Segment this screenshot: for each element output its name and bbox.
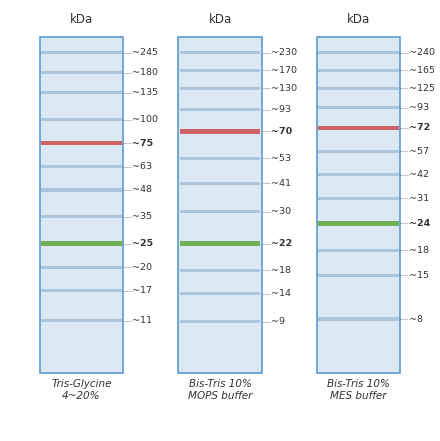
Text: ~165: ~165 <box>409 66 435 75</box>
Text: ~130: ~130 <box>271 84 297 93</box>
Bar <box>180 269 260 272</box>
Text: ~18: ~18 <box>409 246 429 255</box>
Bar <box>180 108 260 111</box>
Text: ~93: ~93 <box>409 103 429 112</box>
Text: ~8: ~8 <box>409 314 423 324</box>
Bar <box>180 69 260 72</box>
Text: ~93: ~93 <box>271 105 291 114</box>
Bar <box>180 320 260 323</box>
Bar <box>317 37 400 373</box>
Text: ~48: ~48 <box>132 186 152 194</box>
Text: ~53: ~53 <box>271 153 291 163</box>
Bar <box>41 319 122 322</box>
Text: ~57: ~57 <box>409 147 429 156</box>
Text: Bis-Tris 10%
MES buffer: Bis-Tris 10% MES buffer <box>327 379 390 401</box>
Text: ~22: ~22 <box>271 239 292 248</box>
Text: ~15: ~15 <box>409 271 429 280</box>
Text: ~63: ~63 <box>132 162 152 171</box>
Text: Bis-Tris 10%
MOPS buffer: Bis-Tris 10% MOPS buffer <box>188 379 252 401</box>
Bar <box>318 51 399 54</box>
Text: ~230: ~230 <box>271 48 297 57</box>
Bar <box>41 91 122 94</box>
Bar <box>178 37 262 373</box>
Text: ~75: ~75 <box>132 138 153 148</box>
Text: kDa: kDa <box>209 14 231 26</box>
Bar <box>318 197 399 200</box>
Bar <box>318 87 399 90</box>
Bar <box>318 150 399 153</box>
Bar <box>318 69 399 72</box>
Bar <box>41 215 122 218</box>
Bar <box>180 87 260 90</box>
Text: ~9: ~9 <box>271 317 285 326</box>
Bar <box>180 129 260 134</box>
Bar <box>318 126 399 131</box>
Bar <box>318 173 399 176</box>
Text: ~20: ~20 <box>132 262 152 272</box>
Text: ~100: ~100 <box>132 115 158 124</box>
Text: ~31: ~31 <box>409 194 429 203</box>
Bar <box>180 292 260 295</box>
Bar <box>41 51 122 54</box>
Bar <box>41 188 122 191</box>
Bar <box>180 157 260 160</box>
Text: ~35: ~35 <box>132 212 152 221</box>
Text: ~42: ~42 <box>409 170 429 179</box>
Text: ~125: ~125 <box>409 84 435 93</box>
Bar <box>180 51 260 54</box>
Text: ~17: ~17 <box>132 286 152 295</box>
Text: ~14: ~14 <box>271 289 290 299</box>
Text: ~180: ~180 <box>132 68 158 77</box>
Bar <box>41 141 122 146</box>
Text: kDa: kDa <box>70 14 93 26</box>
Text: ~70: ~70 <box>271 127 292 136</box>
Bar <box>318 318 399 321</box>
Text: ~25: ~25 <box>132 239 153 248</box>
Text: ~18: ~18 <box>271 266 290 275</box>
Text: ~245: ~245 <box>132 48 158 57</box>
Text: Tris-Glycine
4~20%: Tris-Glycine 4~20% <box>51 379 112 401</box>
Text: ~11: ~11 <box>132 316 152 325</box>
Bar <box>41 289 122 292</box>
Bar <box>180 210 260 213</box>
Text: ~72: ~72 <box>409 123 430 132</box>
Text: ~41: ~41 <box>271 179 290 188</box>
Bar <box>318 106 399 109</box>
Text: ~240: ~240 <box>409 48 435 57</box>
Bar <box>41 118 122 121</box>
Bar <box>318 221 399 226</box>
Bar <box>40 37 123 373</box>
Bar <box>180 182 260 185</box>
Bar <box>318 274 399 277</box>
Text: ~170: ~170 <box>271 66 297 75</box>
Bar <box>318 249 399 252</box>
Text: ~135: ~135 <box>132 88 158 97</box>
Bar <box>41 71 122 74</box>
Bar <box>41 165 122 168</box>
Text: ~24: ~24 <box>409 219 430 228</box>
Bar <box>180 241 260 246</box>
Bar <box>41 265 122 269</box>
Bar <box>41 241 122 246</box>
Text: ~30: ~30 <box>271 207 291 216</box>
Text: kDa: kDa <box>347 14 370 26</box>
